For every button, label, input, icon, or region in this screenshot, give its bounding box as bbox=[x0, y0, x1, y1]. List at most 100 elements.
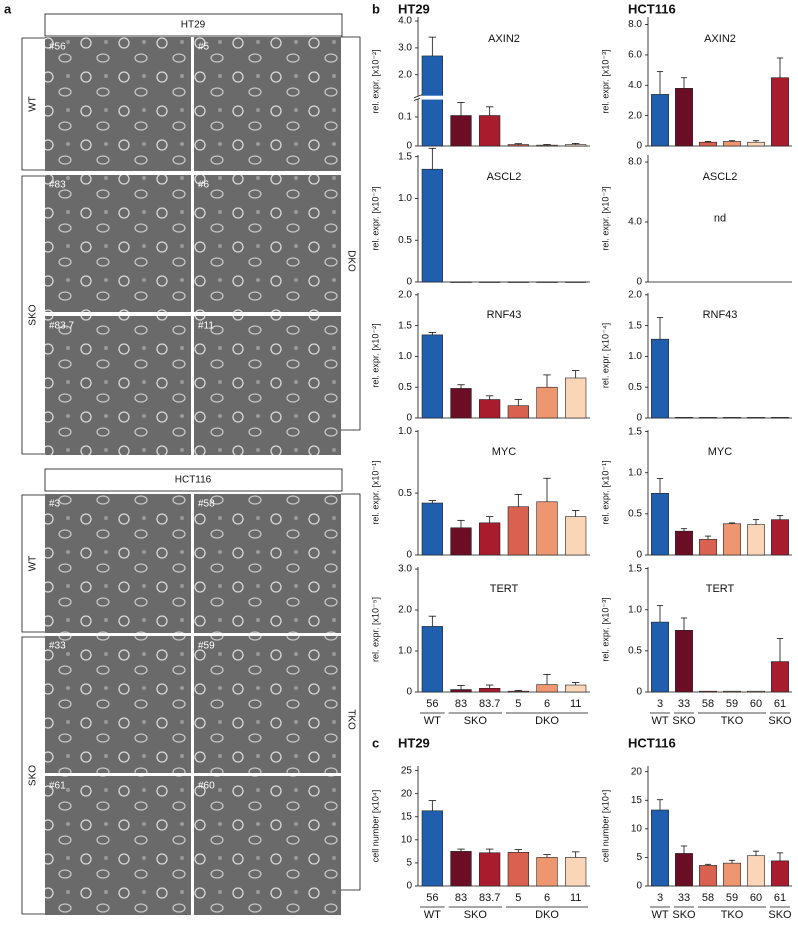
bar bbox=[675, 417, 693, 419]
gene-title: TERT bbox=[706, 583, 735, 595]
x-tick-label: 59 bbox=[726, 892, 738, 904]
y-tick-label: 1.0 bbox=[628, 467, 642, 478]
error-bar bbox=[752, 850, 760, 856]
x-tick-label: 61 bbox=[774, 892, 786, 904]
annotation: nd bbox=[714, 212, 726, 224]
bar bbox=[771, 860, 789, 887]
bar bbox=[450, 689, 472, 693]
x-tick-label: 60 bbox=[750, 698, 762, 710]
x-tick-label: 11 bbox=[570, 892, 581, 904]
panel-label: a bbox=[4, 1, 12, 16]
bar bbox=[675, 853, 693, 887]
bar bbox=[507, 144, 529, 147]
y-tick-label: 1.5 bbox=[398, 320, 412, 331]
error-bar bbox=[656, 71, 664, 95]
bar bbox=[771, 417, 789, 419]
error-bar bbox=[457, 685, 465, 690]
y-tick-label: 1.5 bbox=[628, 426, 642, 437]
y-axis-title: rel. expr. [x10⁻²] bbox=[370, 323, 380, 387]
chart-header: HT29 bbox=[398, 735, 430, 750]
y-tick-label: 0.1 bbox=[398, 112, 412, 123]
chart-header: HT29 bbox=[398, 1, 430, 16]
bar bbox=[651, 809, 669, 887]
gene-title: RNF43 bbox=[703, 309, 738, 321]
bar bbox=[536, 144, 558, 147]
y-tick-label: 0 bbox=[406, 881, 412, 892]
gene-title: AXIN2 bbox=[488, 33, 520, 45]
y-tick-label: 0.5 bbox=[398, 382, 412, 393]
bar bbox=[507, 506, 529, 556]
bar bbox=[565, 144, 587, 147]
y-tick-label: 25 bbox=[401, 765, 413, 776]
image-label: #83 bbox=[49, 180, 66, 191]
micrograph bbox=[194, 175, 341, 312]
gene-title: MYC bbox=[492, 446, 517, 458]
error-bar bbox=[728, 140, 736, 142]
group-label: SKO bbox=[672, 715, 696, 727]
y-tick-label: 0 bbox=[636, 687, 642, 698]
bar bbox=[536, 386, 558, 419]
x-tick-label: 83 bbox=[455, 698, 467, 710]
bracket bbox=[21, 175, 45, 455]
bracket bbox=[341, 36, 361, 431]
micrograph bbox=[45, 37, 191, 171]
bar bbox=[507, 852, 529, 887]
error-bar bbox=[543, 144, 551, 146]
group-label: SKO bbox=[464, 909, 488, 921]
y-tick-label: 8.0 bbox=[628, 19, 642, 30]
x-tick-label: 33 bbox=[678, 698, 690, 710]
y-tick-label: 15 bbox=[401, 811, 413, 822]
y-tick-label: 2.0 bbox=[628, 110, 642, 121]
bar bbox=[536, 857, 558, 887]
y-tick-label: 2.0 bbox=[398, 605, 412, 616]
bar bbox=[651, 338, 669, 419]
group-label: WT bbox=[424, 909, 441, 921]
y-tick-label: 1.0 bbox=[398, 351, 412, 362]
error-bar bbox=[543, 673, 551, 685]
bar bbox=[723, 417, 741, 419]
error-bar bbox=[704, 535, 712, 540]
image-label: #58 bbox=[198, 499, 215, 510]
bracket bbox=[21, 494, 45, 633]
y-tick-label: 0 bbox=[636, 413, 642, 424]
bar bbox=[450, 388, 472, 419]
column-label: TKO bbox=[345, 709, 356, 730]
error-bar bbox=[728, 859, 736, 864]
y-tick-label: 0 bbox=[406, 550, 412, 561]
y-tick-label: 0.5 bbox=[628, 646, 642, 657]
y-axis-title: rel. expr. [x10⁻³] bbox=[600, 597, 610, 661]
y-tick-label: 1.0 bbox=[398, 193, 412, 204]
bar bbox=[479, 522, 501, 556]
error-bar bbox=[543, 854, 551, 858]
error-bar bbox=[428, 615, 437, 627]
y-tick-label: 20 bbox=[401, 788, 413, 799]
y-axis-title: rel. expr. [x10⁻¹] bbox=[600, 460, 610, 524]
bar bbox=[565, 377, 587, 419]
bar bbox=[723, 690, 741, 693]
group-label: WT bbox=[424, 715, 441, 727]
bar bbox=[421, 502, 443, 556]
error-bar bbox=[680, 77, 688, 89]
y-tick-label: 0.5 bbox=[628, 382, 642, 393]
bar bbox=[771, 661, 789, 693]
header-box bbox=[44, 13, 343, 37]
block-header: HCT116 bbox=[175, 475, 212, 486]
gene-title: RNF43 bbox=[487, 309, 522, 321]
error-bar bbox=[571, 682, 580, 686]
error-bar bbox=[428, 500, 437, 504]
micrograph bbox=[45, 636, 191, 773]
x-tick-label: 58 bbox=[702, 892, 714, 904]
y-tick-label: 5 bbox=[406, 858, 412, 869]
bar bbox=[421, 334, 443, 419]
error-bar bbox=[571, 370, 580, 378]
bar bbox=[507, 690, 529, 693]
y-tick-label: 0 bbox=[406, 413, 412, 424]
gene-title: ASCL2 bbox=[487, 171, 522, 183]
error-bar bbox=[485, 395, 494, 400]
bar bbox=[699, 141, 717, 147]
bar bbox=[536, 684, 558, 693]
bar bbox=[536, 281, 558, 283]
x-tick-label: 3 bbox=[657, 698, 663, 710]
group-label: DKO bbox=[535, 909, 559, 921]
bar bbox=[723, 523, 741, 556]
